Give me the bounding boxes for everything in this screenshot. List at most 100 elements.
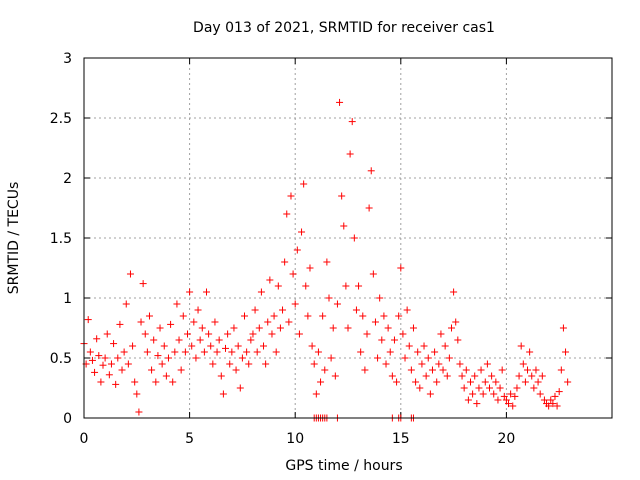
data-point [547, 396, 555, 404]
data-point [279, 306, 287, 314]
data-point [521, 378, 529, 386]
data-point [213, 348, 221, 356]
data-point [202, 288, 210, 296]
data-point [344, 324, 352, 332]
data-point [304, 312, 312, 320]
data-point [114, 354, 122, 362]
data-point [295, 330, 303, 338]
data-point [509, 402, 517, 410]
data-point [422, 372, 430, 380]
data-point [135, 408, 143, 416]
data-point [198, 324, 206, 332]
data-point [416, 384, 424, 392]
data-point [545, 402, 553, 410]
data-point [450, 288, 458, 296]
data-point [559, 324, 567, 332]
data-point [437, 330, 445, 338]
data-point [502, 396, 510, 404]
data-point [515, 372, 523, 380]
data-point [190, 318, 198, 326]
data-point [314, 348, 322, 356]
data-point [141, 330, 149, 338]
data-point [557, 366, 565, 374]
data-point [86, 348, 94, 356]
data-point [120, 348, 128, 356]
data-point [158, 360, 166, 368]
data-point [266, 276, 274, 284]
data-point [209, 360, 217, 368]
data-point [530, 384, 538, 392]
data-point [287, 192, 295, 200]
y-tick-label: 0.5 [50, 351, 72, 367]
data-point [549, 400, 557, 408]
data-point [150, 336, 158, 344]
x-tick-label: 5 [185, 431, 194, 447]
data-point [164, 354, 172, 362]
data-point [371, 318, 379, 326]
y-tick-label: 0 [63, 411, 72, 427]
data-point [177, 366, 185, 374]
data-point [145, 312, 153, 320]
data-point [188, 342, 196, 350]
data-point [245, 360, 253, 368]
data-point [378, 336, 386, 344]
data-point [528, 372, 536, 380]
data-point [498, 366, 506, 374]
data-point [207, 342, 215, 350]
data-point [564, 378, 572, 386]
data-point [426, 390, 434, 398]
data-point [452, 318, 460, 326]
x-tick-label: 20 [497, 431, 515, 447]
data-point [445, 354, 453, 362]
data-point [91, 368, 99, 376]
data-point [454, 336, 462, 344]
data-point [418, 360, 426, 368]
data-point [376, 294, 384, 302]
data-point [490, 390, 498, 398]
x-tick-label: 0 [80, 431, 89, 447]
data-point [477, 366, 485, 374]
x-axis-label: GPS time / hours [285, 458, 402, 474]
data-point [253, 348, 261, 356]
data-point [249, 330, 257, 338]
data-point [536, 390, 544, 398]
data-point [424, 354, 432, 362]
data-point [365, 204, 373, 212]
data-point [342, 282, 350, 290]
data-point [386, 348, 394, 356]
data-point [388, 372, 396, 380]
data-point [492, 378, 500, 386]
data-point [124, 360, 132, 368]
data-point [407, 366, 415, 374]
data-point [331, 372, 339, 380]
data-point [393, 378, 401, 386]
data-point [462, 366, 470, 374]
data-point [323, 258, 331, 266]
data-point [160, 342, 168, 350]
data-point [367, 167, 375, 175]
data-point [340, 222, 348, 230]
data-point [219, 390, 227, 398]
data-point [289, 270, 297, 278]
data-point [217, 372, 225, 380]
data-point [348, 118, 356, 126]
chart-title: Day 013 of 2021, SRMTID for receiver cas… [193, 20, 495, 36]
data-point [110, 340, 118, 348]
data-point [152, 378, 160, 386]
x-tick-label: 15 [392, 431, 410, 447]
data-point [466, 378, 474, 386]
data-point [431, 348, 439, 356]
data-point [179, 312, 187, 320]
data-point [268, 330, 276, 338]
data-point [456, 360, 464, 368]
data-point [401, 354, 409, 362]
data-point [156, 324, 164, 332]
data-point [494, 396, 502, 404]
data-point [538, 372, 546, 380]
data-point [260, 342, 268, 350]
gridlines [83, 57, 612, 419]
data-point [192, 354, 200, 362]
data-point [414, 348, 422, 356]
y-tick-label: 1 [63, 291, 72, 307]
data-point [380, 312, 388, 320]
